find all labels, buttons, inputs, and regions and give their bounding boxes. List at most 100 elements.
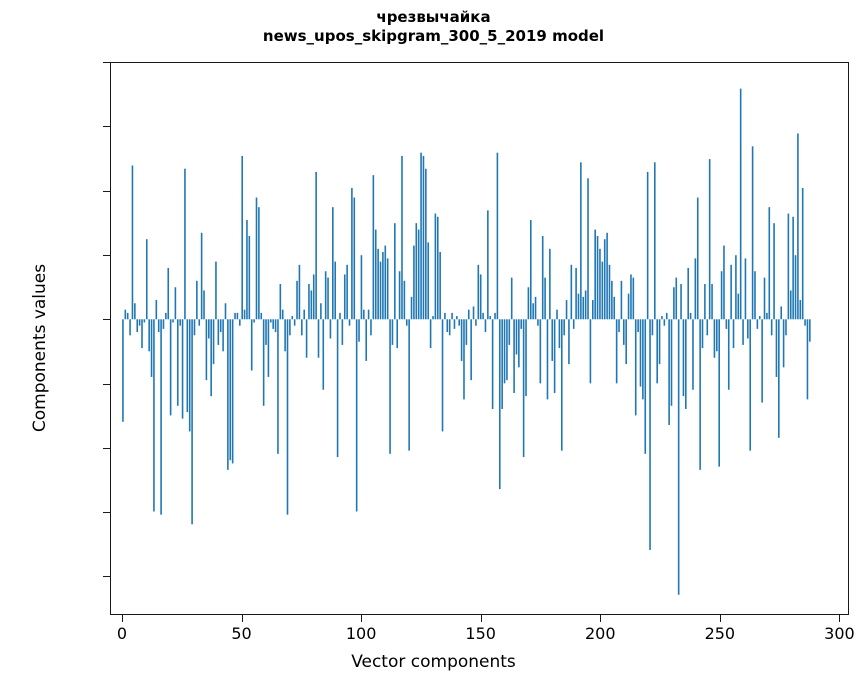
bar [696,197,699,320]
bar [136,319,139,333]
bar [270,319,272,323]
bar [312,274,315,320]
bar [487,210,489,320]
bar [577,293,580,320]
bar [611,280,613,320]
bar [329,319,332,339]
bar [680,284,682,320]
bar [608,264,611,320]
bar [758,316,761,320]
bar [687,268,689,320]
bar [339,312,341,320]
bar [799,300,802,320]
bar [434,213,437,320]
bar [174,287,177,320]
bar [556,309,558,320]
bar [372,175,375,320]
bar [241,155,243,320]
bar [456,316,458,320]
bar [725,319,728,329]
x-tick-mark [600,615,602,622]
bar [255,197,258,320]
bar [460,319,463,361]
bar [789,290,792,320]
bar [444,312,446,320]
bar [250,319,253,371]
bar [367,309,370,320]
bar [341,319,344,345]
bar [227,319,229,470]
bar [780,306,783,320]
bar [520,319,523,329]
bar [646,171,649,320]
bar [391,319,394,345]
bar [141,319,143,349]
bar [291,316,294,320]
bar [165,312,167,320]
bar [451,312,453,320]
bar-series [122,88,811,595]
bar [129,319,131,336]
bar [735,255,737,320]
bar [179,319,181,326]
bar [243,309,246,320]
bar [677,319,680,595]
bar [479,274,482,320]
bar [632,277,635,320]
bar [231,319,234,464]
bar [682,319,685,397]
bar [403,280,406,320]
y-axis-label: Components values [30,263,50,433]
bar [775,319,778,377]
bar [747,319,749,339]
bar [465,319,468,345]
bar [405,319,408,326]
bar [277,319,279,454]
bar [301,319,303,336]
bar [613,296,616,320]
y-tick-mark [103,62,110,63]
bar [766,312,768,320]
bar [794,255,797,320]
y-tick-mark [103,190,110,192]
bar [787,213,790,320]
bar [138,319,141,326]
bar [262,319,265,406]
bar [742,319,744,345]
bar [510,277,513,320]
bar [317,319,320,358]
bar [310,290,313,320]
bar [346,264,348,320]
y-tick-mark [103,447,110,449]
bar [572,319,575,329]
bar [496,152,499,320]
bar [737,293,740,320]
x-tick-mark [241,615,243,622]
bar [353,197,356,320]
bar [668,319,670,425]
bar [458,319,461,326]
bar [446,319,449,333]
bar [425,168,427,320]
bar [658,319,661,365]
bar [501,319,503,409]
bar [134,303,136,320]
bar [196,280,198,320]
bar [560,319,563,451]
bar [470,319,472,381]
bar [253,319,255,323]
bar [494,312,496,320]
bar [804,319,806,326]
bar [176,319,179,406]
bar [284,319,286,352]
bar [303,309,305,320]
bar [642,319,644,400]
bar [503,319,506,384]
bar [155,300,158,320]
bar [797,133,799,320]
bar [315,171,317,320]
bar [532,303,534,320]
bar [420,152,422,320]
bar [181,319,184,419]
bar [685,319,687,409]
